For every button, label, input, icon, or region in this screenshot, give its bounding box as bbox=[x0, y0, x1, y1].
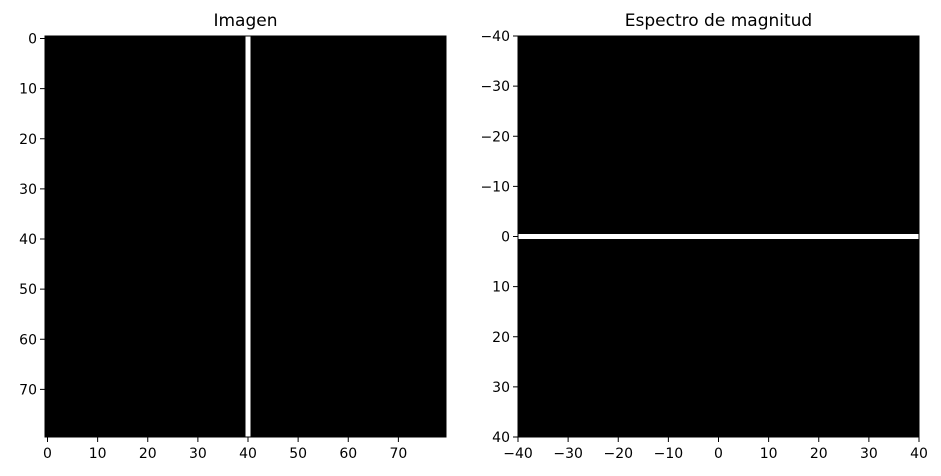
y-tick-label: 30 bbox=[19, 182, 37, 198]
y-tick-label: 0 bbox=[501, 230, 510, 246]
x-tick-label: 10 bbox=[760, 446, 778, 462]
y-tick-label: −10 bbox=[480, 179, 510, 195]
y-tick-label: −40 bbox=[480, 29, 510, 45]
y-tick-label: 40 bbox=[19, 232, 37, 248]
x-tick-label: 40 bbox=[239, 446, 257, 462]
axes-frame bbox=[44, 35, 447, 438]
chart-title: Espectro de magnitud bbox=[625, 11, 812, 31]
x-tick-label: 20 bbox=[810, 446, 828, 462]
x-tick-label: 70 bbox=[389, 446, 407, 462]
x-tick-label: 10 bbox=[89, 446, 107, 462]
x-tick-label: −10 bbox=[654, 446, 684, 462]
y-tick-label: 10 bbox=[19, 82, 37, 98]
y-tick-label: 50 bbox=[19, 282, 37, 298]
y-tick-label: 20 bbox=[492, 330, 510, 346]
x-tick-label: −30 bbox=[553, 446, 583, 462]
x-tick-label: 30 bbox=[189, 446, 207, 462]
chart-imagen: Imagen 0 10 20 30 40 50 60 70 0 10 20 30 40 50 60 70 bbox=[19, 11, 447, 462]
x-tick-label: 50 bbox=[289, 446, 307, 462]
y-tick-label: 70 bbox=[19, 382, 37, 398]
x-tick-label: 60 bbox=[339, 446, 357, 462]
x-tick-label: 20 bbox=[139, 446, 157, 462]
x-tick-label: 30 bbox=[860, 446, 878, 462]
x-tick-label: −20 bbox=[603, 446, 633, 462]
y-tick-label: 20 bbox=[19, 132, 37, 148]
chart-title: Imagen bbox=[213, 11, 277, 31]
y-tick-label: 60 bbox=[19, 332, 37, 348]
y-tick-label: 40 bbox=[492, 430, 510, 446]
y-tick-label: −20 bbox=[480, 129, 510, 145]
x-tick-label: 0 bbox=[43, 446, 52, 462]
vertical-bright-line bbox=[245, 36, 251, 437]
x-tick-label: −40 bbox=[503, 446, 533, 462]
y-tick-label: 30 bbox=[492, 380, 510, 396]
x-tick-label: 0 bbox=[714, 446, 723, 462]
chart-espectro-de-magnitud: Espectro de magnitud −40 −30 −20 −10 0 10 20 30 4… bbox=[480, 11, 927, 462]
y-tick-label: 10 bbox=[492, 280, 510, 296]
y-tick-label: 0 bbox=[28, 32, 37, 48]
x-tick-label: 40 bbox=[910, 446, 928, 462]
y-tick-label: −30 bbox=[480, 79, 510, 95]
horizontal-bright-line bbox=[518, 233, 919, 240]
